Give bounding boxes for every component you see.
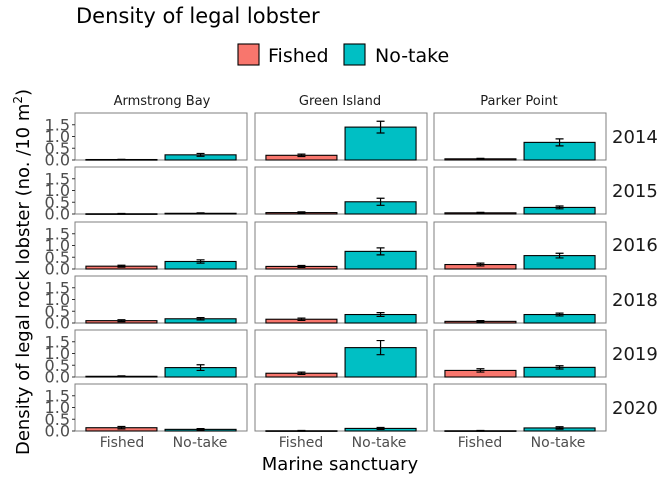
facet-panels	[75, 113, 606, 431]
panel-armstrong-bay-2019	[75, 330, 247, 377]
panel-armstrong-bay-2014	[75, 113, 247, 160]
panel-background	[434, 384, 606, 431]
legend: Fished No-take	[238, 44, 449, 67]
chart-title: Density of legal lobster	[76, 4, 320, 28]
y-axis-title-text: Density of legal rock lobster (no. /10 m	[13, 104, 34, 455]
panel-background	[75, 276, 247, 323]
y-tick-label-2018: 1.5	[45, 278, 70, 297]
panel-green-island-2015	[255, 167, 427, 214]
panel-background	[75, 167, 247, 214]
panel-parker-point-2016	[434, 222, 606, 269]
panel-green-island-2020	[255, 384, 427, 431]
year-label-2020: 2020	[612, 398, 658, 419]
panel-armstrong-bay-2016	[75, 222, 247, 269]
x-tick-fished-green: Fished	[279, 435, 324, 451]
x-axis-title: Marine sanctuary	[262, 454, 419, 475]
panel-parker-point-2020	[434, 384, 606, 431]
x-tick-fished-parker: Fished	[458, 435, 503, 451]
y-axis-title-superscript: 2	[11, 96, 25, 104]
year-label-2018: 2018	[612, 290, 658, 311]
error-bar-fished-parker-point-2015	[476, 212, 484, 213]
year-label-2015: 2015	[612, 181, 658, 202]
strip-green-island: Green Island	[299, 94, 381, 109]
x-tick-no-take-parker: No-take	[531, 435, 586, 451]
legend-label-no-take: No-take	[375, 45, 449, 67]
y-axis-title: Density of legal rock lobster (no. /10 m…	[11, 89, 34, 455]
panel-parker-point-2019	[434, 330, 606, 377]
x-tick-fished-armstrong: Fished	[100, 435, 145, 451]
panel-green-island-2016	[255, 222, 427, 269]
legend-label-fished: Fished	[268, 45, 329, 67]
error-bar-fished-parker-point-2014	[476, 158, 484, 159]
panel-green-island-2014	[255, 113, 427, 160]
panel-parker-point-2018	[434, 276, 606, 323]
panel-background	[75, 113, 247, 160]
error-bar-no-take-armstrong-bay-2015	[197, 213, 205, 214]
year-label-2014: 2014	[612, 127, 658, 148]
panel-armstrong-bay-2015	[75, 167, 247, 214]
strip-armstrong-bay: Armstrong Bay	[114, 94, 211, 109]
x-tick-labels: Fished No-take Fished No-take Fished No-…	[100, 435, 586, 451]
error-bar-fished-armstrong-bay-2019	[117, 376, 125, 377]
panel-background	[255, 384, 427, 431]
strip-parker-point: Parker Point	[480, 94, 557, 109]
year-label-2019: 2019	[612, 344, 658, 365]
legend-swatch-fished	[238, 44, 259, 65]
panel-parker-point-2015	[434, 167, 606, 214]
y-tick-label-2014: 1.5	[45, 115, 70, 134]
panel-green-island-2018	[255, 276, 427, 323]
y-tick-label-2019: 1.5	[45, 332, 70, 351]
x-tick-no-take-armstrong: No-take	[173, 435, 228, 451]
y-axis-title-close: )	[13, 89, 34, 96]
y-tick-label-2015: 1.5	[45, 169, 70, 188]
legend-swatch-no-take	[344, 44, 365, 65]
panel-green-island-2019	[255, 330, 427, 377]
x-tick-no-take-green: No-take	[352, 435, 407, 451]
year-labels: 2014 2015 2016 2018 2019 2020	[612, 127, 658, 419]
facet-strips: Armstrong Bay Green Island Parker Point	[114, 94, 558, 109]
panel-parker-point-2014	[434, 113, 606, 160]
panel-armstrong-bay-2018	[75, 276, 247, 323]
panel-armstrong-bay-2020	[75, 384, 247, 431]
y-tick-label-2020: 1.5	[45, 386, 70, 405]
y-axes: 0.00.51.01.50.00.51.01.50.00.51.01.50.00…	[45, 115, 75, 440]
panel-background	[75, 384, 247, 431]
y-tick-label-2016: 1.5	[45, 224, 70, 243]
year-label-2016: 2016	[612, 235, 658, 256]
